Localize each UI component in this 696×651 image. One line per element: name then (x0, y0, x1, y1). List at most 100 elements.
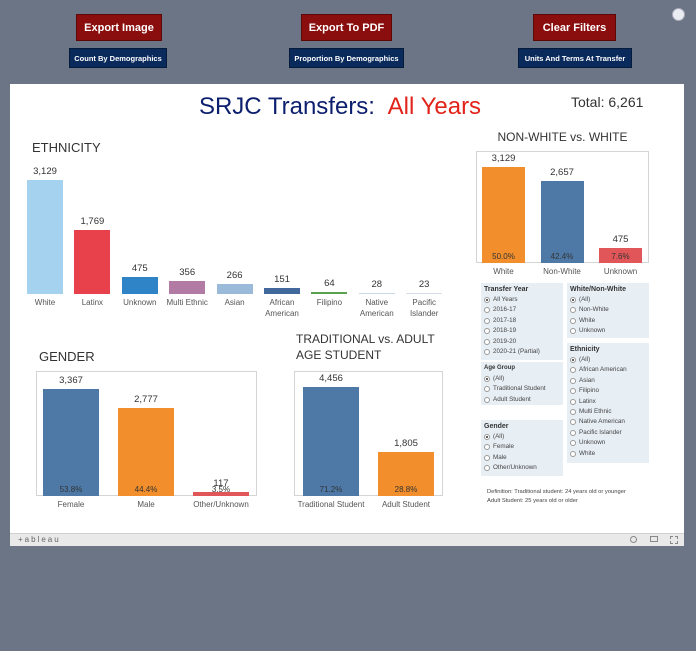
filter-option[interactable]: Asian (570, 376, 647, 386)
category-label: Male (137, 500, 155, 509)
filter-option[interactable]: Native American (570, 417, 647, 427)
fullscreen-icon[interactable] (670, 536, 678, 544)
radio[interactable] (484, 307, 490, 314)
filter-option[interactable]: Adult Student (484, 395, 561, 405)
toolbar-button[interactable]: Export Image (76, 14, 162, 41)
radio[interactable] (570, 440, 576, 447)
radio[interactable] (484, 328, 490, 335)
comment-icon[interactable] (650, 536, 658, 542)
share-label: 50.0% (492, 252, 515, 261)
filter-option[interactable]: White (570, 316, 647, 326)
filter-option[interactable]: (All) (484, 374, 561, 384)
radio[interactable] (484, 465, 490, 472)
category-label: Filipino (316, 298, 343, 307)
view-button[interactable]: Proportion By Demographics (289, 48, 404, 68)
category-label: Asian (224, 298, 245, 307)
filter-title: White/Non-White (570, 286, 626, 293)
radio[interactable] (484, 317, 490, 324)
filter-option[interactable]: 2019-20 (484, 337, 561, 347)
filter-box: White/Non-White (All) Non-White White Unknow… (567, 283, 649, 338)
bar (193, 492, 249, 496)
filter-option[interactable]: 2018-19 (484, 326, 561, 336)
filter-option[interactable]: Other/Unknown (484, 463, 561, 473)
value-label: 28 (371, 278, 383, 290)
title-main: SRJC Transfers: (198, 93, 375, 120)
filter-option[interactable]: Female (484, 442, 561, 452)
filter-option[interactable]: 2020-21 (Partial) (484, 347, 561, 357)
radio[interactable] (570, 398, 576, 405)
filter-option[interactable]: All Years (484, 295, 561, 305)
bar (540, 181, 584, 263)
bar (169, 281, 206, 294)
bar (264, 288, 300, 294)
option-label: Adult Student (493, 395, 531, 403)
filter-option[interactable]: Non-White (570, 305, 647, 315)
category-label: Female (57, 500, 85, 509)
view-button[interactable]: Count By Demographics (69, 48, 167, 68)
filter-option[interactable]: Latinx (570, 397, 647, 407)
filter-title: Age Group (484, 365, 515, 371)
value-label: 117 (213, 478, 229, 490)
radio[interactable] (484, 386, 490, 393)
option-label: (All) (579, 356, 591, 363)
radio[interactable] (570, 317, 576, 324)
filter-option[interactable]: 2016-17 (484, 305, 561, 315)
filter-option[interactable]: Male (484, 453, 561, 463)
option-label: Multi Ethnic (579, 408, 612, 415)
filter-option[interactable]: Unknown (570, 326, 647, 336)
category-label: Traditional Student (297, 500, 365, 509)
share-label: 42.4% (550, 252, 574, 261)
filter-box: Gender (All) Female Male Other/Unknown (481, 420, 563, 476)
radio[interactable] (570, 297, 576, 303)
radio[interactable] (570, 328, 576, 335)
total: Total: 6,261 (571, 94, 644, 110)
filter-option[interactable]: (All) (484, 432, 561, 442)
radio[interactable] (570, 450, 576, 457)
radio[interactable] (570, 409, 576, 415)
radio[interactable] (484, 349, 490, 355)
radio[interactable] (570, 388, 576, 395)
radio[interactable] (484, 338, 490, 345)
option-label: Traditional Student (493, 385, 546, 393)
radio[interactable] (570, 307, 576, 314)
category-label: White (493, 267, 514, 276)
radio[interactable] (570, 357, 576, 363)
radio[interactable] (570, 367, 576, 374)
radio[interactable] (570, 429, 576, 436)
chart-title: ETHNICITY (32, 140, 101, 155)
share-icon[interactable] (630, 536, 637, 543)
footer-logo: +ableau (18, 535, 61, 544)
value-label: 2,657 (550, 167, 574, 179)
radio[interactable] (484, 396, 490, 403)
radio[interactable] (570, 419, 576, 426)
toolbar-button[interactable]: Export To PDF (301, 14, 392, 41)
view-button[interactable]: Units And Terms At Transfer (518, 48, 632, 68)
radio[interactable] (570, 377, 576, 384)
category-label: Other/Unknown (193, 500, 249, 509)
radio[interactable] (484, 376, 490, 382)
bar (216, 284, 253, 294)
radio[interactable] (484, 454, 490, 461)
footer-icons[interactable] (630, 536, 680, 544)
filter-option[interactable]: Pacific Islander (570, 428, 647, 438)
radio[interactable] (484, 297, 490, 303)
filter-option[interactable]: 2017-18 (484, 316, 561, 326)
filter-box: Age Group (All) Traditional Student Adult S… (481, 362, 563, 405)
filter-option[interactable]: Multi Ethnic (570, 407, 647, 417)
share-label: 71.2% (319, 485, 343, 494)
option-label: 2017-18 (493, 316, 517, 324)
filter-option[interactable]: (All) (570, 355, 647, 365)
radio[interactable] (484, 444, 490, 451)
definition-text: Definition: Traditional student: 24 year… (487, 489, 626, 495)
filter-option[interactable]: Filipino (570, 386, 647, 396)
value-label: 3,367 (59, 375, 83, 386)
corner-icon[interactable] (672, 8, 685, 21)
filter-option[interactable]: Unknown (570, 438, 647, 448)
filter-option[interactable]: Traditional Student (484, 384, 561, 394)
filter-option[interactable]: (All) (570, 295, 647, 305)
filter-option[interactable]: White (570, 449, 647, 459)
toolbar-button[interactable]: Clear Filters (533, 14, 616, 41)
filter-option[interactable]: African American (570, 365, 647, 375)
radio[interactable] (484, 434, 490, 440)
option-label: Asian (579, 376, 595, 384)
